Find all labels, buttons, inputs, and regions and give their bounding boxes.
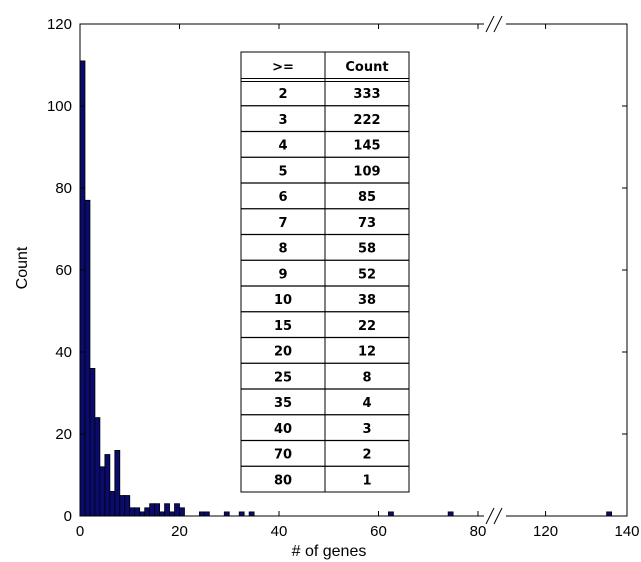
table-cell: 38 xyxy=(358,293,376,308)
table-cell: 5 xyxy=(278,164,287,179)
y-tick-label: 80 xyxy=(55,180,72,197)
histogram-bar xyxy=(388,511,394,517)
table-cell: 3 xyxy=(278,113,287,128)
histogram-bar xyxy=(104,454,111,517)
table-cell: 7 xyxy=(278,216,287,231)
table-cell: 222 xyxy=(353,113,380,128)
table-cell: 70 xyxy=(274,448,292,463)
histogram-bar xyxy=(179,507,185,517)
histogram-bar xyxy=(94,417,101,517)
y-axis-label: Count xyxy=(14,246,31,289)
axis-break-gap xyxy=(484,21,506,27)
y-tick-label: 100 xyxy=(47,98,72,115)
table-cell: 6 xyxy=(278,190,287,205)
table-cell: 145 xyxy=(353,139,380,154)
histogram-bar xyxy=(99,466,106,517)
table-cell: 109 xyxy=(353,164,380,179)
table-cell: 1 xyxy=(362,473,371,488)
table-cell: 8 xyxy=(278,242,287,257)
histogram-bar xyxy=(447,511,454,517)
table-cell: 2 xyxy=(278,87,287,102)
histogram-bar xyxy=(198,511,205,517)
table-cell: 2 xyxy=(362,448,371,463)
y-tick-label: 20 xyxy=(55,426,72,443)
histogram-bar xyxy=(89,367,96,517)
axis-break-slash xyxy=(493,15,503,33)
table-cell: 12 xyxy=(358,345,376,360)
histogram-bar xyxy=(164,503,170,517)
table-cell: 58 xyxy=(358,242,376,257)
table-header-cell: Count xyxy=(345,60,388,75)
y-tick-label: 120 xyxy=(47,16,72,33)
table-cell: 52 xyxy=(358,267,376,282)
x-tick-label: 120 xyxy=(533,523,558,540)
histogram-bar xyxy=(144,507,151,517)
table-cell: 73 xyxy=(358,216,376,231)
histogram-bar xyxy=(238,511,245,517)
table-cell: 20 xyxy=(274,345,292,360)
table-cell: 9 xyxy=(278,267,287,282)
x-axis-label: # of genes xyxy=(292,543,367,560)
histogram-bar xyxy=(606,511,613,517)
axis-break-slash xyxy=(493,507,503,525)
histogram-bar xyxy=(149,503,156,517)
histogram-bar xyxy=(169,511,175,517)
table-cell: 3 xyxy=(362,422,371,437)
table-cell: 4 xyxy=(278,139,287,154)
histogram-bar xyxy=(84,199,91,517)
bars-layer xyxy=(79,60,613,517)
axis-break-gap xyxy=(484,513,506,519)
table-header-cell: >= xyxy=(272,60,294,75)
histogram-bar xyxy=(174,503,180,517)
histogram-bar xyxy=(109,490,116,517)
histogram-bar xyxy=(203,511,210,517)
y-tick-label: 0 xyxy=(64,508,72,525)
table-cell: 10 xyxy=(274,293,292,308)
histogram-bar xyxy=(223,511,230,517)
histogram-bar xyxy=(119,495,126,517)
x-tick-label: 60 xyxy=(370,523,387,540)
table-cell: 80 xyxy=(274,473,292,488)
table-cell: 40 xyxy=(274,422,292,437)
table-cell: 15 xyxy=(274,319,292,334)
x-tick-label: 80 xyxy=(470,523,487,540)
y-tick-label: 60 xyxy=(55,262,72,279)
table-cell: 85 xyxy=(358,190,376,205)
y-tick-label: 40 xyxy=(55,344,72,361)
histogram-bar xyxy=(129,507,136,517)
histogram-bar xyxy=(139,511,146,517)
table-cell: 4 xyxy=(362,396,371,411)
axis-break-marks xyxy=(484,15,506,525)
table-cell: 333 xyxy=(353,87,380,102)
axis-break-slash xyxy=(485,15,495,33)
histogram-bar xyxy=(124,495,131,517)
histogram-bar xyxy=(134,507,141,517)
histogram-bar xyxy=(248,511,255,517)
histogram-bar xyxy=(79,60,86,517)
x-tick-label: 140 xyxy=(614,523,639,540)
histogram-bar xyxy=(114,449,121,517)
axis-break-slash xyxy=(485,507,495,525)
x-tick-label: 40 xyxy=(271,523,288,540)
histogram-bar xyxy=(159,511,165,517)
x-tick-label: 0 xyxy=(76,523,84,540)
table-cell: 35 xyxy=(274,396,292,411)
table-cell: 25 xyxy=(274,370,292,385)
table-cell: 8 xyxy=(362,370,371,385)
table-cell: 22 xyxy=(358,319,376,334)
histogram-bar xyxy=(154,503,161,517)
x-tick-label: 20 xyxy=(171,523,188,540)
